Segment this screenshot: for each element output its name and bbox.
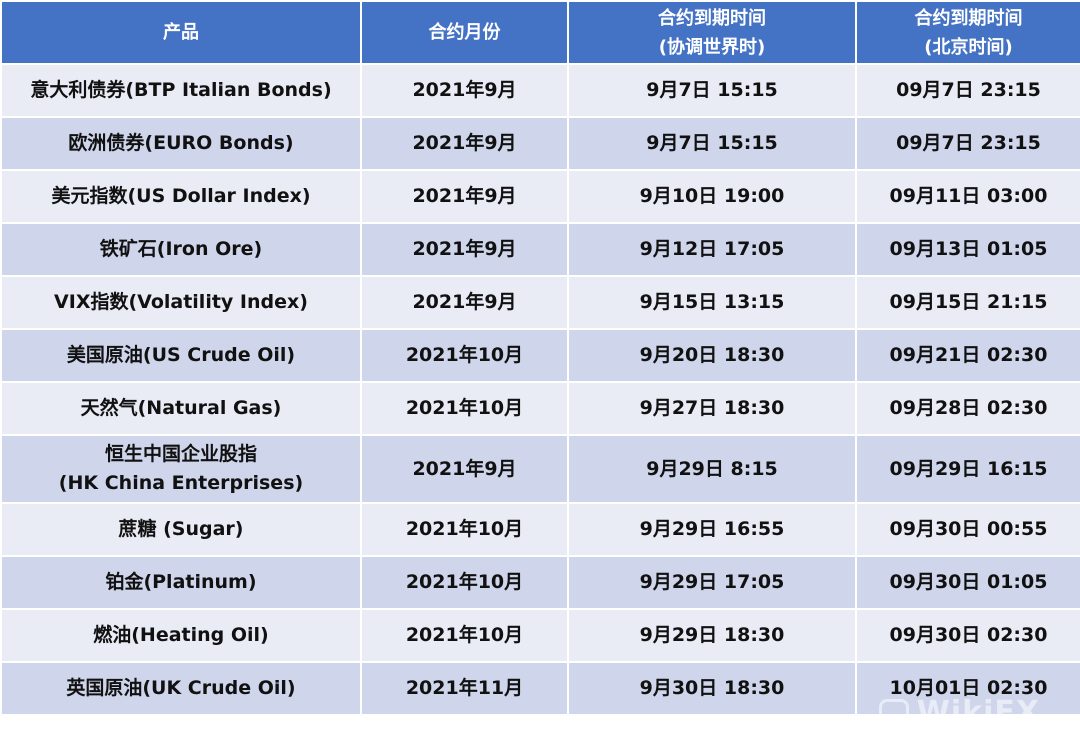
header-text: 合约到期时间 (658, 7, 766, 29)
cell-expiry-utc: 9月15日 13:15 (567, 275, 857, 330)
cell-product: 天然气(Natural Gas) (0, 381, 362, 436)
table-row: 天然气(Natural Gas) 2021年10月 9月27日 18:30 09月28… (0, 381, 1080, 436)
cell-product: 蔗糖 (Sugar) (0, 502, 362, 557)
table-row: 恒生中国企业股指 (HK China Enterprises) 2021年9月 9月2… (0, 434, 1080, 504)
header-contract-month: 合约月份 (360, 0, 569, 65)
product-name: VIX指数(Volatility Index) (54, 291, 308, 313)
cell-product: 美国原油(US Crude Oil) (0, 328, 362, 383)
product-name: 蔗糖 (Sugar) (118, 518, 244, 540)
header-text: 产品 (163, 22, 199, 43)
product-name: 美国原油(US Crude Oil) (66, 344, 296, 366)
cell-expiry-beijing: 09月29日 16:15 (855, 434, 1080, 504)
cell-product: 意大利债券(BTP Italian Bonds) (0, 63, 362, 118)
cell-contract-month: 2021年9月 (360, 434, 569, 504)
header-expiry-utc: 合约到期时间 (协调世界时) (567, 0, 857, 65)
table-row: VIX指数(Volatility Index) 2021年9月 9月15日 13:1… (0, 275, 1080, 330)
table-header-row: 产品 合约月份 合约到期时间 (协调世界时) 合约到期时间 (北京时间) (0, 0, 1080, 65)
product-name: 英国原油(UK Crude Oil) (66, 677, 296, 699)
product-name: 燃油(Heating Oil) (93, 624, 269, 646)
table-row: 美国原油(US Crude Oil) 2021年10月 9月20日 18:30 09月… (0, 328, 1080, 383)
product-name: 美元指数(US Dollar Index) (51, 185, 311, 207)
header-product: 产品 (0, 0, 362, 65)
cell-contract-month: 2021年10月 (360, 502, 569, 557)
table-row: 燃油(Heating Oil) 2021年10月 9月29日 18:30 09月30日… (0, 608, 1080, 663)
cell-expiry-utc: 9月29日 16:55 (567, 502, 857, 557)
product-name: 恒生中国企业股指 (104, 443, 257, 465)
cell-contract-month: 2021年9月 (360, 222, 569, 277)
cell-expiry-beijing: 09月7日 23:15 (855, 116, 1080, 171)
cell-expiry-beijing: 09月28日 02:30 (855, 381, 1080, 436)
cell-expiry-beijing: 09月30日 01:05 (855, 555, 1080, 610)
product-name: 欧洲债券(EURO Bonds) (68, 132, 294, 154)
cell-product: 铁矿石(Iron Ore) (0, 222, 362, 277)
cell-contract-month: 2021年11月 (360, 661, 569, 716)
header-expiry-beijing: 合约到期时间 (北京时间) (855, 0, 1080, 65)
cell-expiry-beijing: 09月15日 21:15 (855, 275, 1080, 330)
table-row: 意大利债券(BTP Italian Bonds) 2021年9月 9月7日 15:1… (0, 63, 1080, 118)
cell-contract-month: 2021年10月 (360, 608, 569, 663)
header-text: 合约月份 (428, 22, 501, 43)
cell-expiry-beijing: 09月21日 02:30 (855, 328, 1080, 383)
table-row: 欧洲债券(EURO Bonds) 2021年9月 9月7日 15:15 09月7日 2… (0, 116, 1080, 171)
table-row: 铁矿石(Iron Ore) 2021年9月 9月12日 17:05 09月13日 01… (0, 222, 1080, 277)
cell-product: 英国原油(UK Crude Oil) (0, 661, 362, 716)
table-row: 英国原油(UK Crude Oil) 2021年11月 9月30日 18:30 10月… (0, 661, 1080, 716)
header-text: 合约到期时间 (914, 7, 1023, 29)
table-row: 铂金(Platinum) 2021年10月 9月29日 17:05 09月30日 01… (0, 555, 1080, 610)
cell-expiry-beijing: 09月7日 23:15 (855, 63, 1080, 118)
cell-expiry-beijing: 09月30日 02:30 (855, 608, 1080, 663)
cell-expiry-utc: 9月29日 17:05 (567, 555, 857, 610)
futures-expiry-table: 产品 合约月份 合约到期时间 (协调世界时) 合约到期时间 (北京时间) 意大利债券(BT… (0, 0, 1080, 716)
product-name: (HK China Enterprises) (58, 472, 304, 494)
cell-product: VIX指数(Volatility Index) (0, 275, 362, 330)
cell-expiry-utc: 9月10日 19:00 (567, 169, 857, 224)
cell-contract-month: 2021年10月 (360, 328, 569, 383)
cell-contract-month: 2021年10月 (360, 555, 569, 610)
cell-expiry-utc: 9月27日 18:30 (567, 381, 857, 436)
cell-contract-month: 2021年9月 (360, 275, 569, 330)
cell-expiry-beijing: 09月11日 03:00 (855, 169, 1080, 224)
table-row: 美元指数(US Dollar Index) 2021年9月 9月10日 19:00 0… (0, 169, 1080, 224)
cell-expiry-beijing: 10月01日 02:30 (855, 661, 1080, 716)
wikifx-logo-icon (878, 698, 909, 729)
cell-expiry-utc: 9月7日 15:15 (567, 116, 857, 171)
cell-contract-month: 2021年9月 (360, 169, 569, 224)
table-row: 蔗糖 (Sugar) 2021年10月 9月29日 16:55 09月30日 00:5… (0, 502, 1080, 557)
cell-product: 铂金(Platinum) (0, 555, 362, 610)
cell-expiry-beijing: 09月13日 01:05 (855, 222, 1080, 277)
header-text: (北京时间) (924, 36, 1013, 58)
cell-expiry-utc: 9月20日 18:30 (567, 328, 857, 383)
cell-expiry-utc: 9月12日 17:05 (567, 222, 857, 277)
product-name: 铁矿石(Iron Ore) (99, 238, 263, 260)
cell-contract-month: 2021年9月 (360, 63, 569, 118)
header-text: (协调世界时) (658, 36, 766, 58)
cell-expiry-utc: 9月29日 18:30 (567, 608, 857, 663)
cell-expiry-utc: 9月29日 8:15 (567, 434, 857, 504)
cell-expiry-utc: 9月7日 15:15 (567, 63, 857, 118)
cell-contract-month: 2021年9月 (360, 116, 569, 171)
product-name: 铂金(Platinum) (105, 571, 257, 593)
cell-expiry-beijing: 09月30日 00:55 (855, 502, 1080, 557)
cell-product: 燃油(Heating Oil) (0, 608, 362, 663)
watermark-text: WikiFX (916, 695, 1040, 730)
cell-product: 美元指数(US Dollar Index) (0, 169, 362, 224)
watermark: WikiFX (878, 695, 1040, 730)
cell-product: 恒生中国企业股指 (HK China Enterprises) (0, 434, 362, 504)
product-name: 意大利债券(BTP Italian Bonds) (30, 79, 332, 101)
cell-contract-month: 2021年10月 (360, 381, 569, 436)
cell-expiry-utc: 9月30日 18:30 (567, 661, 857, 716)
product-name: 天然气(Natural Gas) (80, 397, 282, 419)
cell-product: 欧洲债券(EURO Bonds) (0, 116, 362, 171)
